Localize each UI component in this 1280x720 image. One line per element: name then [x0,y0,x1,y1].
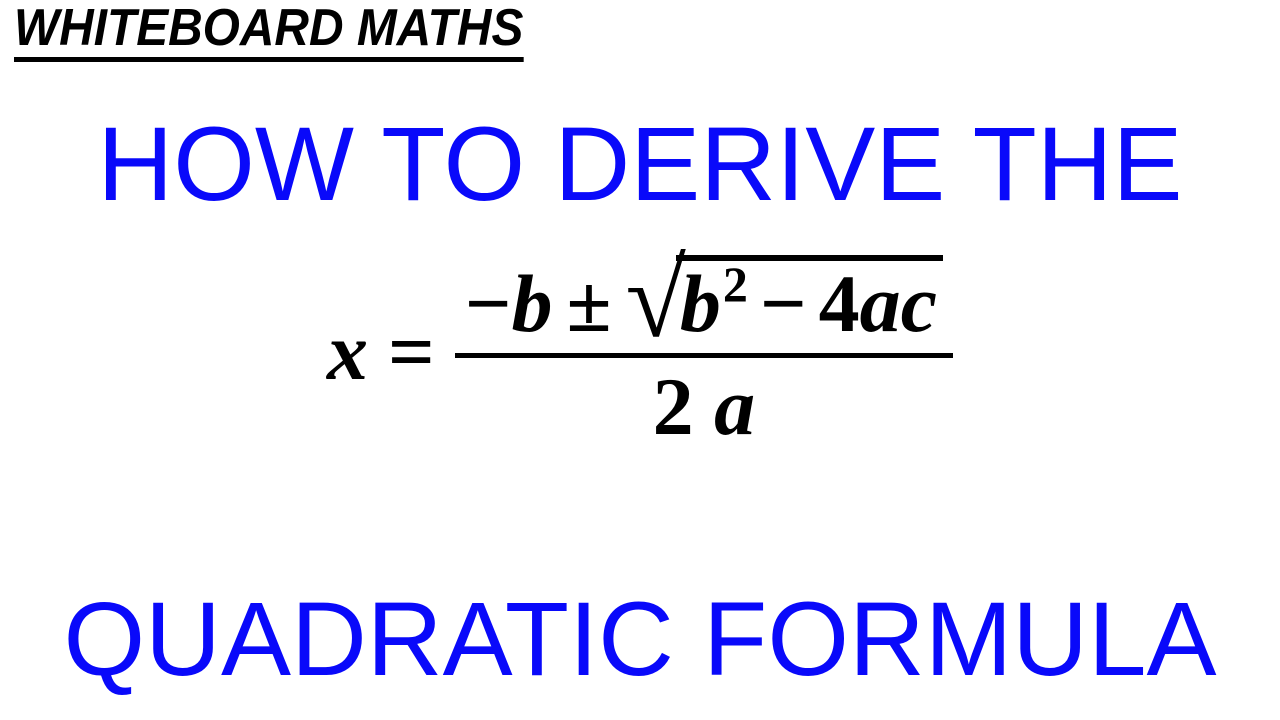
var-a: a [860,263,901,345]
formula-fraction: − b ± √ b 2 − 4 a c 2 a [455,255,953,448]
radicand: b 2 − 4 a c [676,255,943,345]
brand-header: Whiteboard Maths [14,0,523,62]
square-root: √ b 2 − 4 a c [625,255,943,345]
formula-lhs: x [327,305,368,399]
formula-expression: x = − b ± √ b 2 − 4 a c [327,255,953,448]
denom-var-a: a [714,361,755,452]
negative-sign: − [465,263,512,345]
formula-numerator: − b ± √ b 2 − 4 a c [455,255,953,353]
title-line-1: HOW TO DERIVE THE [0,105,1280,225]
equals-sign: = [388,305,435,399]
minus-sign: − [760,263,807,345]
num-4: 4 [819,263,860,345]
title-line-2: QUADRATIC FORMULA [0,580,1280,700]
exponent-2: 2 [723,259,748,309]
quadratic-formula: x = − b ± √ b 2 − 4 a c [0,255,1280,448]
var-c: c [901,263,937,345]
num-2: 2 [653,361,694,452]
radical-symbol: √ [625,258,685,348]
radicand-b: b [680,263,721,345]
var-b: b [511,263,552,345]
formula-denominator: 2 a [653,358,756,448]
plus-minus: ± [566,263,611,345]
